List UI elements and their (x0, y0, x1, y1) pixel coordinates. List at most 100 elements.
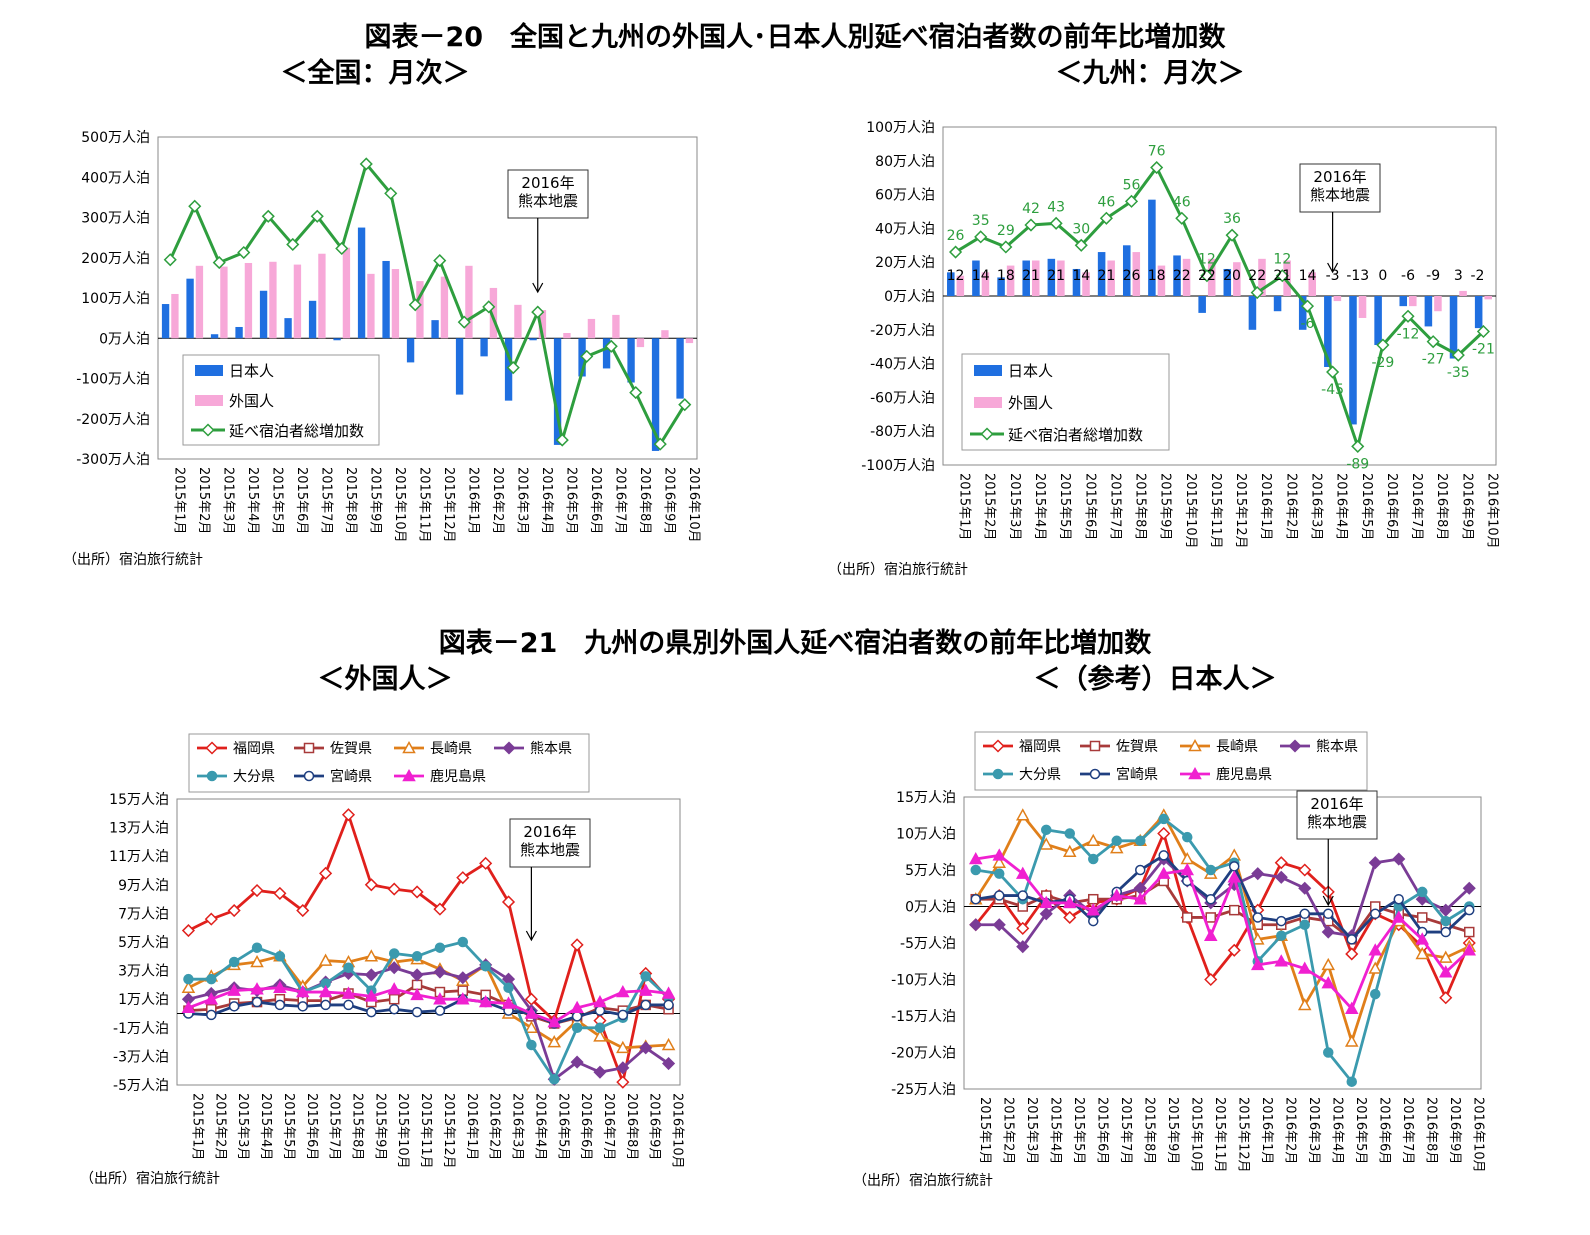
x-tick-label: 2015年5月 (1057, 473, 1072, 540)
y-tick-label: 100万人泊 (81, 291, 150, 307)
x-tick-label: 2016年7月 (612, 467, 627, 534)
kyushu-subtitle: ＜九州：月次＞ (1055, 58, 1245, 89)
point-series-長崎県 (1321, 957, 1336, 971)
point-series-福岡県 (341, 808, 356, 822)
bar-japanese (676, 338, 684, 399)
legend-label: 福岡県 (233, 741, 275, 757)
x-tick-label: 2016年4月 (532, 1093, 547, 1160)
point-series-大分県 (228, 956, 240, 968)
x-tick-label: 2015年6月 (1082, 473, 1097, 540)
point-total (1300, 299, 1315, 313)
point-series-鹿児島県 (524, 1006, 539, 1019)
x-tick-label: 2015年8月 (349, 1093, 364, 1160)
annotation-box (507, 169, 589, 219)
bar-foreign (220, 266, 228, 339)
y-tick-label: 5万人泊 (118, 935, 169, 951)
x-tick-label: 2015年12月 (1235, 1097, 1250, 1173)
legend-marker (205, 741, 219, 755)
bar-foreign (1283, 260, 1291, 296)
x-tick-label: 2016年5月 (1359, 473, 1374, 540)
bar-japanese (333, 338, 341, 341)
bar-japanese (1324, 296, 1332, 367)
source-note-foreign: （出所）宿泊旅行統計 (80, 1171, 220, 1187)
data-label-foreign: 3 (1454, 268, 1463, 284)
bar-foreign (1233, 262, 1241, 296)
line-series-福岡県 (187, 810, 670, 1088)
y-tick-label: -5万人泊 (113, 1078, 169, 1094)
legend-swatch-japanese (195, 365, 223, 376)
bar-japanese (1273, 296, 1282, 312)
y-tick-label: 200万人泊 (81, 251, 150, 267)
bar-japanese (1173, 255, 1181, 296)
point-total (949, 245, 963, 259)
data-label-total: 36 (1223, 211, 1241, 227)
line-series-佐賀県 (975, 879, 1470, 942)
x-tick-label: 2015年8月 (343, 467, 358, 534)
data-label-foreign: -6 (1401, 268, 1415, 284)
point-total (1049, 216, 1063, 230)
y-tick-label: 0万人泊 (99, 331, 150, 347)
point-series-熊本県 (1251, 867, 1265, 881)
point-total (1351, 439, 1365, 453)
point-series-熊本県 (616, 1061, 630, 1075)
bar-japanese (553, 338, 562, 445)
y-tick-label: 100万人泊 (866, 120, 935, 136)
point-series-大分県 (549, 1074, 560, 1085)
x-tick-label: 2016年6月 (578, 1093, 593, 1160)
point-total (212, 256, 226, 270)
point-series-大分県 (1323, 1047, 1334, 1058)
point-total (653, 437, 667, 451)
point-total (1074, 238, 1088, 252)
annotation-arrowhead (525, 930, 537, 942)
point-total (506, 361, 520, 375)
x-tick-label: 2015年2月 (982, 473, 997, 540)
bar-japanese (1198, 296, 1206, 313)
y-tick-label: 20万人泊 (875, 255, 935, 271)
point-series-長崎県 (1109, 841, 1124, 854)
point-series-熊本県 (1039, 907, 1053, 921)
point-series-鹿児島県 (1368, 943, 1383, 956)
point-series-熊本県 (1274, 870, 1288, 884)
x-tick-label: 2016年7月 (1409, 473, 1424, 540)
bar-foreign (1182, 258, 1191, 296)
point-series-鹿児島県 (410, 987, 424, 1001)
data-label-foreign: -3 (1326, 268, 1340, 284)
chart-kyushu: 100万人泊 80万人泊 60万人泊 40万人泊 20万人泊 0万人泊 -20万人泊 -40万… (861, 120, 1499, 549)
y-tick-label: -15万人泊 (891, 1009, 956, 1025)
point-series-鹿児島県 (638, 983, 653, 996)
data-label-total: -29 (1371, 355, 1394, 371)
x-tick-label: 2016年10月 (670, 1093, 685, 1169)
point-series-鹿児島県 (1039, 895, 1054, 909)
x-tick-label: 2016年4月 (1329, 1097, 1344, 1164)
legend-marker (1188, 766, 1202, 780)
x-tick-label: 2015年12月 (441, 1093, 456, 1169)
point-series-福岡県 (1157, 826, 1171, 841)
x-tick-label: 2015年7月 (318, 467, 333, 534)
y-tick-label: 300万人泊 (81, 211, 150, 227)
point-series-長崎県 (1039, 837, 1054, 850)
point-series-宮崎県 (617, 1009, 629, 1021)
point-series-宮崎県 (434, 1005, 446, 1016)
bar-japanese (1148, 199, 1156, 296)
bar-japanese (210, 334, 219, 339)
x-tick-label: 2016年1月 (464, 1093, 479, 1160)
data-label-total: -89 (1346, 456, 1369, 472)
point-series-宮崎県 (970, 893, 981, 905)
legend-label: 佐賀県 (1116, 739, 1158, 755)
x-tick-label: 2016年1月 (465, 467, 480, 534)
data-label-foreign: 18 (997, 268, 1015, 284)
point-series-福岡県 (1016, 921, 1030, 935)
point-series-鹿児島県 (1391, 910, 1406, 923)
point-series-熊本県 (593, 1065, 607, 1079)
x-tick-label: 2015年11月 (416, 467, 431, 543)
x-tick-label: 2016年6月 (1376, 1097, 1391, 1164)
legend-label: 鹿児島県 (1216, 766, 1272, 783)
x-tick-label: 2015年3月 (1024, 1097, 1039, 1164)
point-series-大分県 (503, 982, 514, 994)
point-series-大分県 (183, 973, 194, 985)
x-tick-label: 2015年1月 (957, 473, 972, 540)
bar-foreign (342, 247, 351, 339)
point-total (1426, 335, 1440, 349)
point-total (974, 230, 988, 244)
legend-label: 福岡県 (1019, 739, 1061, 755)
